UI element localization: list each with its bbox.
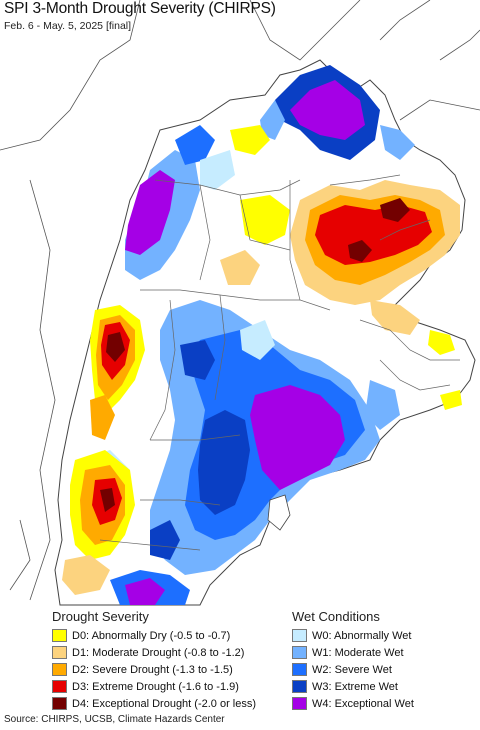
map-svg xyxy=(0,0,480,606)
legend-label: W2: Severe Wet xyxy=(312,663,392,676)
legend-item-d3: D3: Extreme Drought (-1.6 to -1.9) xyxy=(52,678,256,695)
legend-label: D2: Severe Drought (-1.3 to -1.5) xyxy=(72,663,233,676)
map-title: SPI 3-Month Drought Severity (CHIRPS) xyxy=(4,0,276,17)
legend-label: W3: Extreme Wet xyxy=(312,680,398,693)
legend-wet: Wet Conditions W0: Abnormally Wet W1: Mo… xyxy=(292,608,414,712)
legend-swatch xyxy=(292,646,307,659)
legend-item-w2: W2: Severe Wet xyxy=(292,661,414,678)
internal-borders xyxy=(99,174,460,551)
legend-label: W1: Moderate Wet xyxy=(312,646,404,659)
drought-map xyxy=(0,0,480,606)
map-subtitle: Feb. 6 - May. 5, 2025 [final] xyxy=(4,20,132,32)
legend-item-w1: W1: Moderate Wet xyxy=(292,644,414,661)
legend-swatch xyxy=(52,629,67,642)
legend: Drought Severity D0: Abnormally Dry (-0.… xyxy=(0,608,480,712)
legend-swatch xyxy=(52,680,67,693)
legend-item-d4: D4: Exceptional Drought (-2.0 or less) xyxy=(52,695,256,712)
legend-label: D3: Extreme Drought (-1.6 to -1.9) xyxy=(72,680,239,693)
outside-borders xyxy=(0,0,480,601)
legend-swatch xyxy=(52,663,67,676)
legend-swatch xyxy=(292,697,307,710)
legend-drought-heading: Drought Severity xyxy=(52,609,149,624)
legend-item-d0: D0: Abnormally Dry (-0.5 to -0.7) xyxy=(52,627,256,644)
legend-label: D4: Exceptional Drought (-2.0 or less) xyxy=(72,697,257,710)
source-footer: Source: CHIRPS, UCSB, Climate Hazards Ce… xyxy=(4,714,225,725)
legend-item-w3: W3: Extreme Wet xyxy=(292,678,414,695)
legend-swatch xyxy=(52,646,67,659)
drought-zones xyxy=(62,125,462,595)
legend-swatch xyxy=(292,629,307,642)
legend-item-w0: W0: Abnormally Wet xyxy=(292,627,414,644)
legend-drought: Drought Severity D0: Abnormally Dry (-0.… xyxy=(52,608,256,712)
legend-swatch xyxy=(292,663,307,676)
legend-label: W0: Abnormally Wet xyxy=(312,629,412,642)
legend-swatch xyxy=(52,697,67,710)
legend-label: D1: Moderate Drought (-0.8 to -1.2) xyxy=(72,646,245,659)
estuary xyxy=(267,494,291,531)
legend-item-w4: W4: Exceptional Wet xyxy=(292,695,414,712)
legend-label: D0: Abnormally Dry (-0.5 to -0.7) xyxy=(72,629,231,642)
legend-label: W4: Exceptional Wet xyxy=(312,697,414,710)
legend-item-d1: D1: Moderate Drought (-0.8 to -1.2) xyxy=(52,644,256,661)
legend-item-d2: D2: Severe Drought (-1.3 to -1.5) xyxy=(52,661,256,678)
legend-swatch xyxy=(292,680,307,693)
wet-zones xyxy=(80,65,415,605)
legend-wet-heading: Wet Conditions xyxy=(292,609,380,624)
